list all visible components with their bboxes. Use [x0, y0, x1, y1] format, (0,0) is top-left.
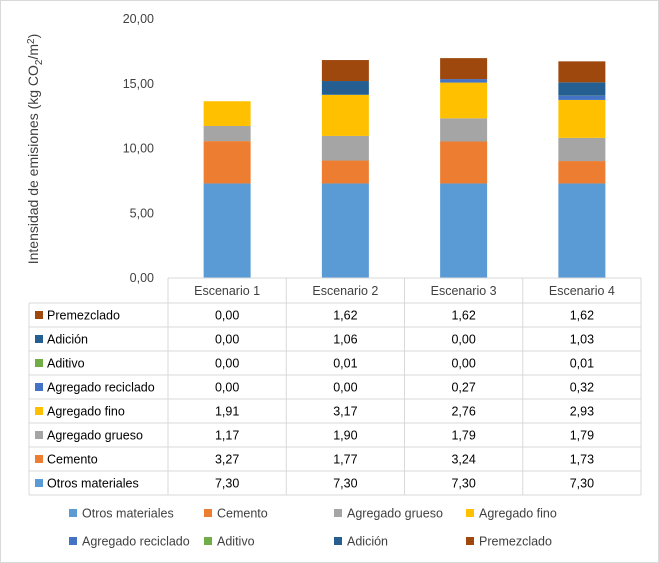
data-label: 0,00	[215, 357, 239, 371]
table-legend-key	[35, 479, 43, 487]
y-axis-label: Intensidad de emisiones (kg CO2/m2)	[25, 34, 45, 265]
legend-label: Otros materiales	[82, 507, 174, 521]
data-label: 1,62	[333, 309, 357, 323]
table-series-name: Premezclado	[47, 309, 120, 323]
data-label: 1,62	[451, 309, 475, 323]
legend-label: Premezclado	[479, 535, 552, 549]
bar-segment	[321, 81, 369, 95]
table-legend-key	[35, 335, 43, 343]
y-tick-label: 0,00	[130, 271, 154, 285]
data-label: 2,93	[570, 405, 594, 419]
legend-label: Agregado fino	[479, 507, 557, 521]
data-label: 1,62	[570, 309, 594, 323]
legend-swatch	[204, 509, 212, 517]
bar-segment	[440, 79, 488, 83]
table-legend-key	[35, 431, 43, 439]
bar-segment	[558, 161, 606, 184]
legend-label: Aditivo	[217, 535, 255, 549]
data-label: 0,00	[215, 309, 239, 323]
category-label: Escenario 1	[194, 284, 260, 298]
data-label: 0,32	[570, 381, 594, 395]
legend-swatch	[466, 509, 474, 517]
legend-swatch	[69, 509, 77, 517]
bar-segment	[203, 125, 251, 142]
data-label: 0,00	[215, 381, 239, 395]
table-legend-key	[35, 407, 43, 415]
data-label: 1,90	[333, 429, 357, 443]
data-label: 1,91	[215, 405, 239, 419]
bar-segment	[558, 99, 606, 138]
bar-segment	[203, 141, 251, 184]
data-label: 1,17	[215, 429, 239, 443]
bar-segment	[321, 60, 369, 82]
legend-swatch	[334, 537, 342, 545]
data-label: 3,27	[215, 453, 239, 467]
data-label: 0,00	[215, 333, 239, 347]
data-label: 1,03	[570, 333, 594, 347]
data-label: 0,00	[333, 381, 357, 395]
data-label: 0,27	[451, 381, 475, 395]
bar-segment	[203, 183, 251, 278]
y-tick-label: 20,00	[123, 12, 154, 26]
bar-segment	[558, 95, 606, 100]
bar-segment	[558, 137, 606, 162]
data-label: 3,17	[333, 405, 357, 419]
legend-label: Cemento	[217, 507, 268, 521]
data-label: 7,30	[215, 477, 239, 491]
legend-label: Agregado reciclado	[82, 535, 190, 549]
bar-segment	[321, 160, 369, 184]
bar-segment	[440, 183, 488, 278]
bar-segment	[440, 118, 488, 142]
table-series-name: Agregado reciclado	[47, 381, 155, 395]
bar-segment	[558, 82, 606, 96]
data-label: 0,01	[570, 357, 594, 371]
data-label: 7,30	[570, 477, 594, 491]
data-label: 0,01	[333, 357, 357, 371]
legend-label: Adición	[347, 535, 388, 549]
data-label: 1,73	[570, 453, 594, 467]
data-label: 7,30	[451, 477, 475, 491]
category-label: Escenario 2	[312, 284, 378, 298]
table-legend-key	[35, 311, 43, 319]
data-label: 0,00	[451, 333, 475, 347]
y-tick-label: 15,00	[123, 77, 154, 91]
y-tick-label: 10,00	[123, 142, 154, 156]
table-series-name: Aditivo	[47, 357, 85, 371]
table-legend-key	[35, 383, 43, 391]
table-series-name: Agregado fino	[47, 405, 125, 419]
y-tick-label: 5,00	[130, 206, 154, 220]
table-series-name: Adición	[47, 333, 88, 347]
data-label: 2,76	[451, 405, 475, 419]
table-series-name: Agregado grueso	[47, 429, 143, 443]
data-label: 1,79	[570, 429, 594, 443]
table-legend-key	[35, 455, 43, 463]
bar-segment	[321, 94, 369, 136]
data-label: 1,77	[333, 453, 357, 467]
bar-segment	[440, 82, 488, 119]
table-legend-key	[35, 359, 43, 367]
table-series-name: Cemento	[47, 453, 98, 467]
legend-swatch	[466, 537, 474, 545]
legend-swatch	[334, 509, 342, 517]
bar-segment	[558, 183, 606, 278]
category-label: Escenario 3	[431, 284, 497, 298]
data-label: 1,79	[451, 429, 475, 443]
bar-segment	[558, 61, 606, 83]
data-label: 1,06	[333, 333, 357, 347]
legend-label: Agregado grueso	[347, 507, 443, 521]
legend-swatch	[69, 537, 77, 545]
bar-segment	[321, 183, 369, 278]
category-label: Escenario 4	[549, 284, 615, 298]
data-label: 0,00	[451, 357, 475, 371]
bar-segment	[440, 58, 488, 80]
legend-swatch	[204, 537, 212, 545]
data-label: 3,24	[451, 453, 475, 467]
data-label: 7,30	[333, 477, 357, 491]
table-series-name: Otros materiales	[47, 477, 139, 491]
bar-segment	[203, 101, 251, 126]
bar-segment	[321, 135, 369, 161]
bar-segment	[440, 141, 488, 184]
